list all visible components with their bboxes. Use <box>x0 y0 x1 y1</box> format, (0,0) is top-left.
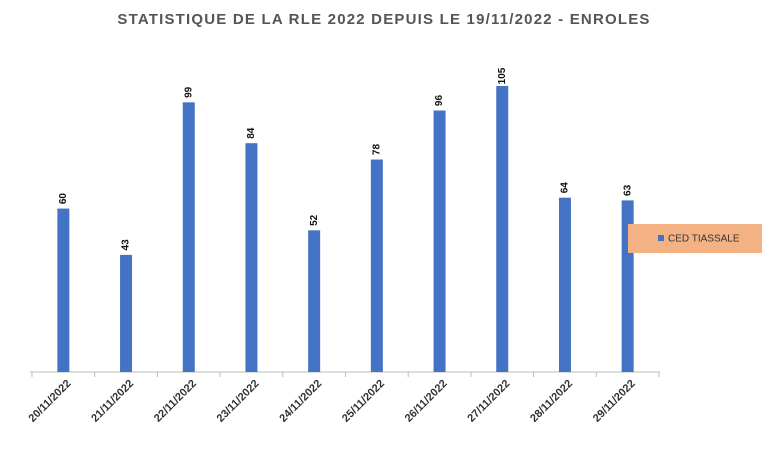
legend-box <box>628 224 762 253</box>
legend-label: CED TIASSALE <box>668 234 740 245</box>
value-label: 84 <box>246 127 257 139</box>
bar <box>433 110 446 372</box>
value-label: 63 <box>622 184 633 196</box>
bar <box>182 102 195 372</box>
chart-title: STATISTIQUE DE LA RLE 2022 DEPUIS LE 19/… <box>117 11 650 28</box>
bar <box>308 230 321 372</box>
value-label: 60 <box>58 193 69 205</box>
value-label: 43 <box>121 239 132 251</box>
bar <box>245 143 258 372</box>
legend-swatch <box>658 235 664 241</box>
value-label: 96 <box>434 95 445 107</box>
value-label: 52 <box>309 214 320 226</box>
value-label: 64 <box>560 182 571 194</box>
bar <box>120 254 133 372</box>
value-label: 99 <box>183 86 194 98</box>
value-label: 105 <box>497 67 508 84</box>
bar <box>558 197 571 372</box>
bar <box>57 208 70 372</box>
bar <box>496 86 509 372</box>
bar <box>370 159 383 372</box>
value-label: 78 <box>371 144 382 156</box>
